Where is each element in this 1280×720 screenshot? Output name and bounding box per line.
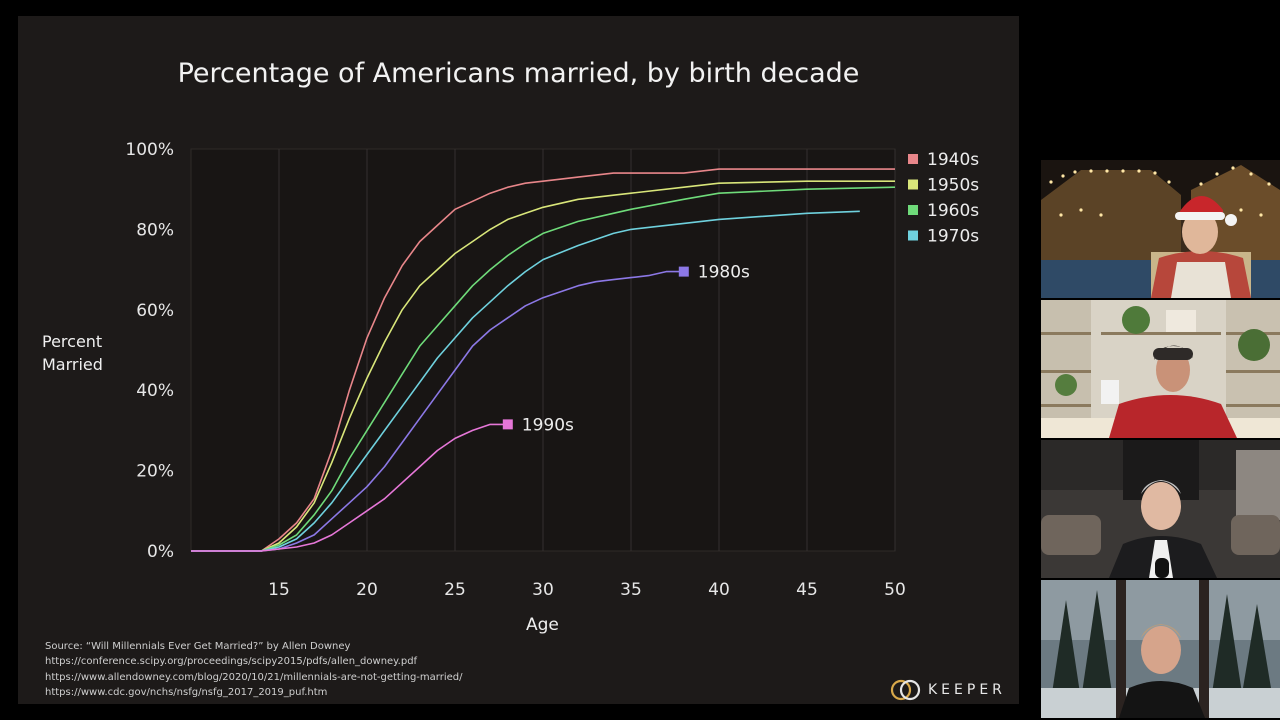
x-tick-label: 30 [532, 580, 554, 600]
y-tick-label: 40% [136, 381, 174, 401]
video-tile-participant-1[interactable] [1041, 160, 1280, 298]
series-line-1950s [191, 180, 895, 552]
x-tick-label: 35 [620, 580, 642, 600]
participant-1-video [1041, 160, 1280, 298]
y-axis-label: Percent Married [42, 332, 103, 374]
presentation-slide: Percentage of Americans married, by birt… [18, 16, 1019, 704]
video-tile-participant-4[interactable] [1041, 580, 1280, 718]
participant-video-strip [1041, 160, 1280, 720]
y-tick-label: 80% [136, 220, 174, 240]
video-tile-participant-2[interactable] [1041, 300, 1280, 438]
series-label-1990s: 1990s [522, 415, 574, 435]
y-tick-label: 60% [136, 301, 174, 321]
source-notes: Source: “Will Millennials Ever Get Marri… [45, 639, 462, 700]
y-tick-label: 20% [136, 462, 174, 482]
end-marker-1980s [678, 266, 689, 277]
legend-swatch-1960s [908, 205, 918, 215]
brand-logo: KEEPER [890, 678, 1006, 702]
legend-swatch-1940s [908, 154, 918, 164]
x-tick-label: 40 [708, 580, 730, 600]
legend-label-1950s: 1950s [927, 176, 979, 196]
x-tick-label: 20 [356, 580, 378, 600]
legend-swatch-1970s [908, 230, 918, 241]
y-tick-label: 0% [147, 542, 174, 562]
series-line-1960s [191, 186, 896, 552]
x-tick-label: 45 [796, 580, 818, 600]
end-marker-1990s [502, 419, 513, 430]
chart-title: Percentage of Americans married, by birt… [177, 58, 860, 89]
series-line-1980s [191, 270, 684, 552]
series-line-1970s [191, 210, 860, 552]
source-citation: Source: “Will Millennials Ever Get Marri… [45, 641, 351, 652]
legend-swatch-1950s [908, 179, 918, 190]
x-axis-label: Age [526, 615, 559, 635]
legend-label-1970s: 1970s [927, 227, 979, 247]
series-line-1990s [191, 423, 508, 552]
source-link[interactable]: https://www.allendowney.com/blog/2020/10… [45, 671, 463, 683]
y-tick-label: 100% [125, 140, 174, 160]
x-tick-label: 50 [884, 580, 906, 600]
source-link[interactable]: https://www.cdc.gov/nchs/nsfg/nsfg_2017_… [45, 686, 328, 698]
legend-label-1940s: 1940s [927, 150, 979, 170]
participant-3-video [1041, 440, 1280, 578]
video-tile-participant-3[interactable] [1041, 440, 1280, 578]
participant-2-video [1041, 300, 1280, 438]
x-tick-label: 25 [444, 580, 466, 600]
series-line-1940s [191, 168, 895, 552]
series-label-1980s: 1980s [698, 263, 750, 283]
participant-4-video [1041, 580, 1280, 718]
legend-label-1960s: 1960s [927, 201, 979, 221]
brand-name: KEEPER [928, 682, 1006, 698]
source-link[interactable]: https://conference.scipy.org/proceedings… [45, 656, 418, 668]
x-tick-label: 15 [268, 580, 290, 600]
line-chart: 15 20 25 30 35 40 45 50 0% 20% 40% 60% 80% 100% 1940s 1… [125, 140, 979, 600]
keeper-logo-icon [890, 679, 921, 701]
